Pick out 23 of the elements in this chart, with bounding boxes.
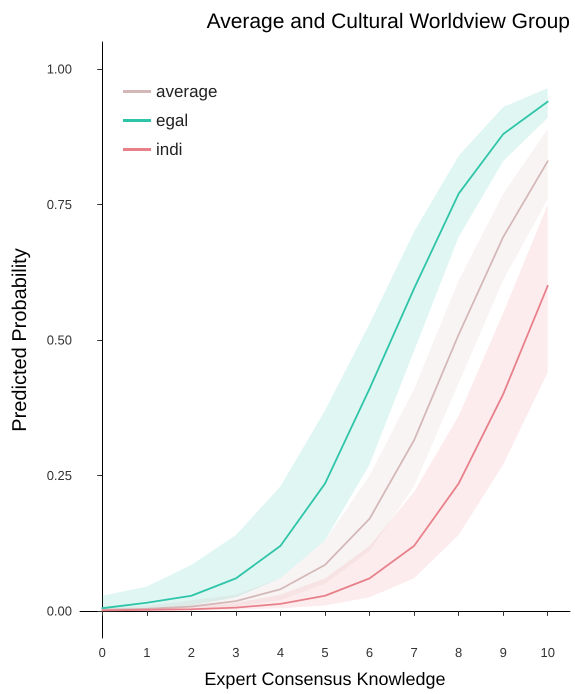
y-tick-label: 0.00 [46,603,72,618]
x-tick-label: 0 [98,645,106,660]
y-tick-label: 0.25 [46,468,72,483]
x-tick-label: 5 [321,645,329,660]
x-tick-label: 9 [500,645,507,660]
x-tick-label: 8 [455,645,462,660]
y-axis-title: Predicted Probability [9,248,31,432]
x-tick-label: 1 [143,645,150,660]
legend-label: average [156,82,218,101]
y-tick-label: 0.50 [46,332,72,348]
x-axis-title: Expert Consensus Knowledge [204,669,446,689]
x-tick-label: 10 [540,645,555,660]
legend-label: indi [156,140,182,159]
x-tick-label: 7 [410,645,418,660]
x-tick-label: 3 [232,645,240,660]
legend-label: egal [156,111,188,130]
line-series [101,284,549,612]
x-tick-label: 6 [366,645,374,660]
y-tick-label: 0.75 [46,197,72,212]
x-tick-label: 4 [276,645,284,660]
y-tick-label: 1.00 [46,62,72,77]
x-tick-label: 2 [188,645,195,660]
chart-title: Average and Cultural Worldview Group [206,10,570,33]
